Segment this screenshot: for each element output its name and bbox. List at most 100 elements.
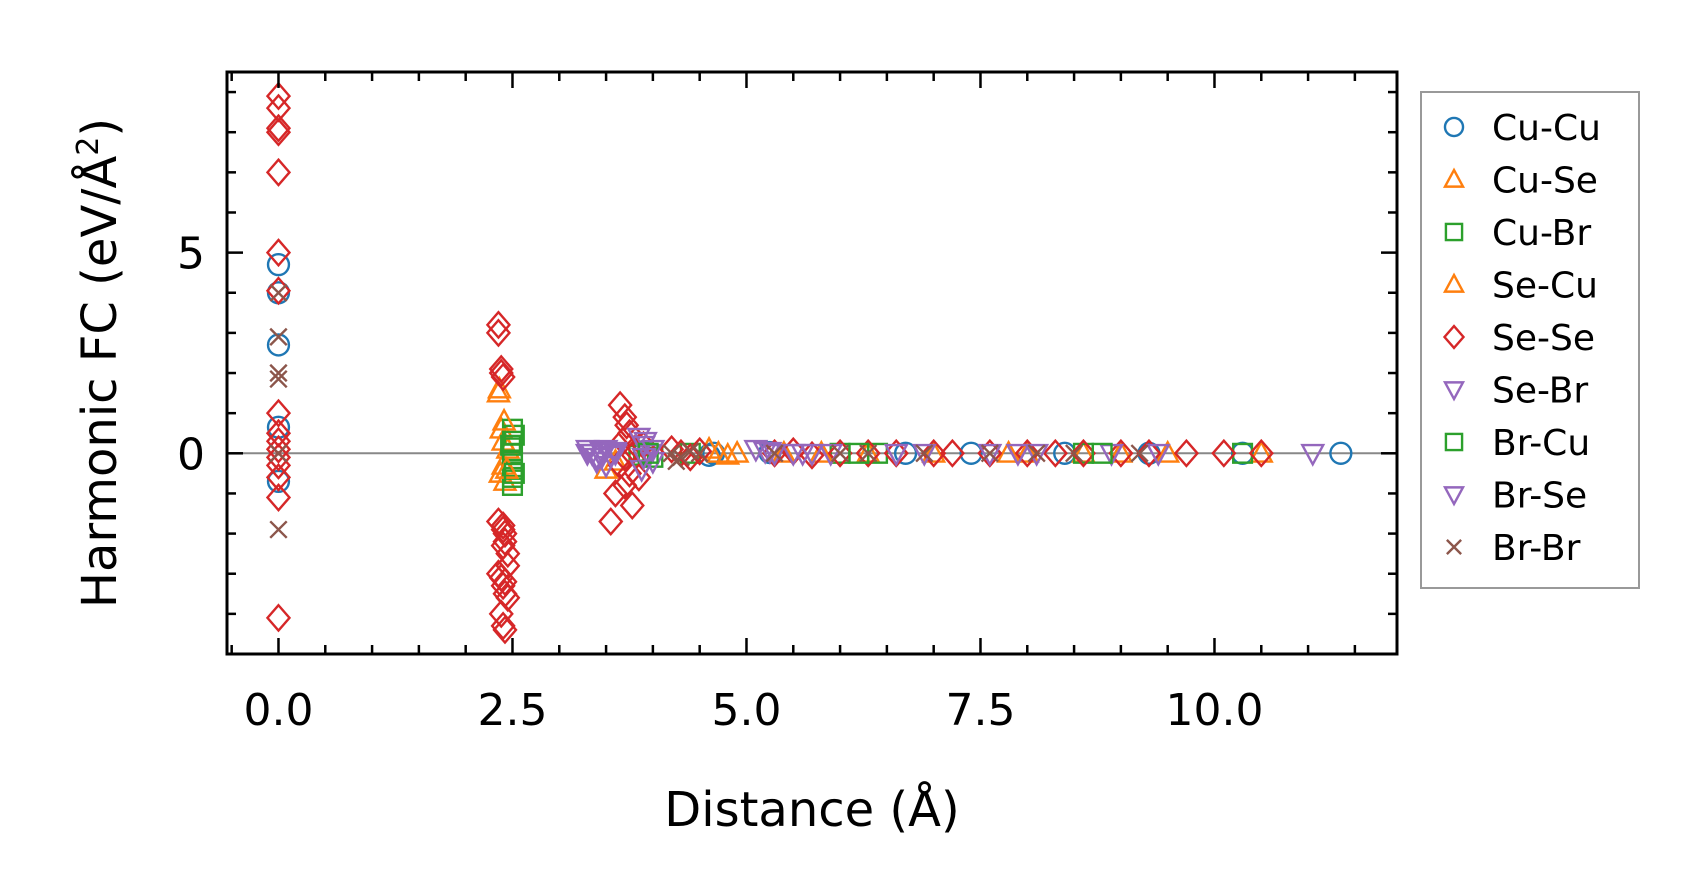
point-cu-br xyxy=(1232,442,1254,464)
point-se-se xyxy=(1248,438,1274,468)
point-br-br xyxy=(667,452,686,471)
x-tick-label: 7.5 xyxy=(945,685,1015,736)
point-se-cu xyxy=(808,439,834,463)
point-se-se xyxy=(265,113,292,143)
point-se-br xyxy=(629,459,655,483)
point-br-se xyxy=(640,439,666,463)
point-se-se xyxy=(265,398,292,428)
point-se-se xyxy=(619,491,645,520)
point-br-br xyxy=(980,444,999,463)
point-se-se xyxy=(492,519,518,549)
point-se-se xyxy=(1014,438,1040,468)
point-se-br xyxy=(584,451,610,475)
point-cu-cu xyxy=(959,441,983,465)
point-br-se xyxy=(631,447,656,471)
point-se-se xyxy=(490,531,516,561)
point-se-se xyxy=(265,157,292,187)
point-cu-se xyxy=(1014,439,1040,463)
point-br-cu xyxy=(1091,442,1113,464)
legend-marker-se-cu xyxy=(1442,272,1466,293)
x-tick-label: 5.0 xyxy=(711,685,781,736)
point-se-se xyxy=(485,318,512,348)
point-cu-cu xyxy=(1329,441,1353,465)
point-cu-se xyxy=(602,447,628,471)
point-br-br xyxy=(269,327,288,347)
point-se-se xyxy=(265,117,292,147)
point-br-br xyxy=(269,444,288,463)
point-br-br xyxy=(662,444,681,463)
point-se-se xyxy=(265,482,292,512)
point-se-se xyxy=(827,438,853,468)
point-br-br xyxy=(830,444,850,463)
point-se-cu xyxy=(494,455,520,479)
point-se-cu xyxy=(705,439,731,463)
point-se-se xyxy=(1070,438,1097,468)
point-br-br xyxy=(1130,444,1149,463)
point-se-br xyxy=(1145,443,1171,467)
point-se-se xyxy=(265,603,292,633)
point-se-se xyxy=(495,539,521,569)
point-se-se xyxy=(602,478,629,508)
point-se-se xyxy=(1211,438,1237,468)
point-se-se xyxy=(265,238,292,268)
legend-label-se-br: Se-Br xyxy=(1492,371,1588,412)
legend-label-br-br: Br-Br xyxy=(1492,528,1581,569)
legend-marker-cu-cu xyxy=(1443,116,1465,138)
x-tick-label: 2.5 xyxy=(477,685,547,736)
point-se-se xyxy=(614,410,640,440)
point-se-br xyxy=(1300,443,1326,467)
point-br-br xyxy=(1064,444,1084,463)
point-cu-se xyxy=(715,441,741,465)
point-se-se xyxy=(485,310,512,340)
legend-label-cu-se: Cu-Se xyxy=(1492,161,1598,202)
point-cu-se xyxy=(724,439,750,463)
x-tick-label: 0.0 xyxy=(243,685,313,736)
point-br-se xyxy=(1024,443,1050,467)
point-se-se xyxy=(607,390,633,420)
point-se-se xyxy=(1136,438,1162,468)
legend-marker-se-se xyxy=(1442,324,1466,350)
point-br-cu xyxy=(503,462,525,484)
point-cu-se xyxy=(1155,439,1181,463)
point-se-br xyxy=(632,431,658,455)
point-br-se xyxy=(602,441,628,465)
point-br-br xyxy=(859,444,878,463)
point-cu-se xyxy=(771,439,797,463)
point-cu-cu xyxy=(893,441,918,465)
point-se-cu xyxy=(491,407,517,431)
point-se-se xyxy=(265,81,292,111)
point-se-se xyxy=(265,462,292,492)
point-se-se xyxy=(492,615,518,645)
legend-marker-br-cu xyxy=(1444,432,1464,452)
point-se-se xyxy=(490,571,516,601)
point-se-se xyxy=(495,551,521,581)
legend-label-se-se: Se-Se xyxy=(1492,318,1595,359)
point-se-se xyxy=(1173,438,1199,468)
legend-marker-cu-se xyxy=(1442,167,1466,188)
point-se-cu xyxy=(996,439,1022,463)
point-se-br xyxy=(1005,443,1031,467)
data-points xyxy=(265,81,1353,645)
y-tick-label: 5 xyxy=(177,229,205,280)
point-br-br xyxy=(1027,444,1046,463)
point-se-se xyxy=(485,507,512,537)
legend-marker-se-br xyxy=(1442,381,1466,402)
point-se-se xyxy=(921,438,947,468)
y-tick-label: 0 xyxy=(177,429,205,480)
tick-labels: 0.0 2.5 5.0 7.5 10.0 0 5 xyxy=(177,229,1263,736)
point-cu-cu xyxy=(266,333,291,357)
point-cu-cu xyxy=(266,253,291,277)
axis-ticks xyxy=(227,72,1397,656)
point-br-se xyxy=(588,447,614,471)
point-se-se xyxy=(265,434,292,464)
y-axis-label-close: ) xyxy=(72,118,128,137)
point-br-cu xyxy=(500,434,522,456)
point-se-br xyxy=(743,439,769,463)
point-br-br xyxy=(765,444,784,463)
point-cu-se xyxy=(1248,439,1274,463)
legend-marker-br-se xyxy=(1442,486,1466,507)
point-se-se xyxy=(488,354,514,384)
legend: Cu-Cu Cu-Se Cu-Br Se-Cu Se-Se Se-Br Br-Cu Br-Se… xyxy=(1420,91,1640,589)
point-se-se xyxy=(492,527,518,557)
point-se-se xyxy=(939,438,965,468)
